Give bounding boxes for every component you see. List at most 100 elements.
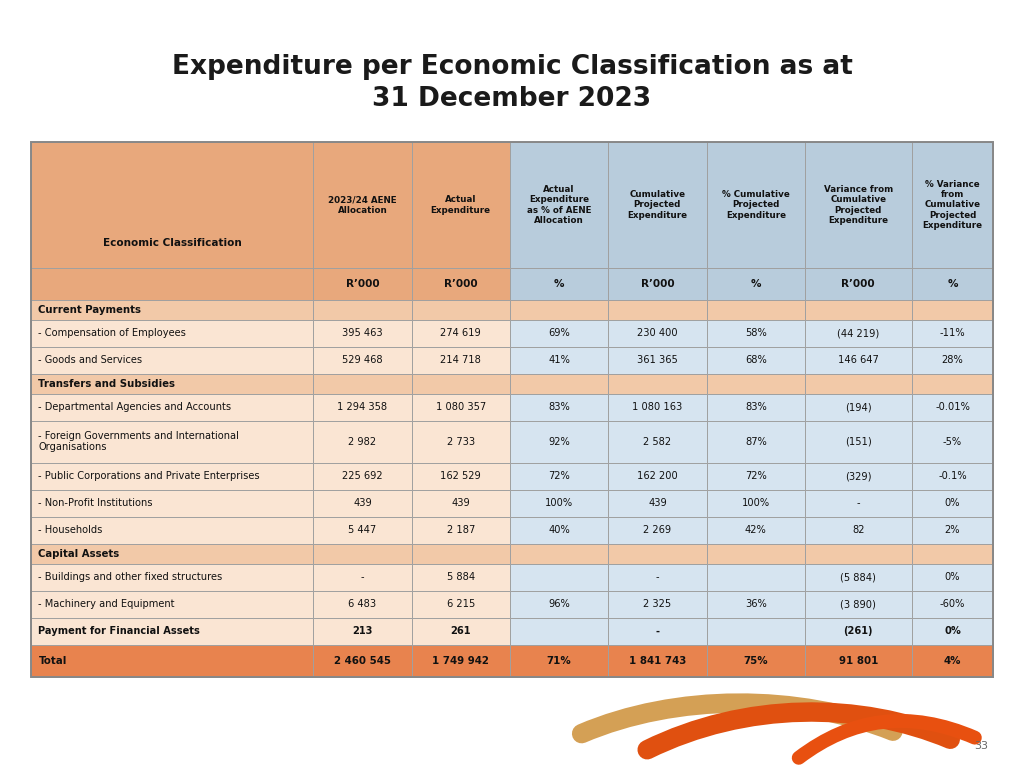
- Bar: [805, 645, 911, 677]
- Bar: [31, 591, 313, 617]
- Text: 214 718: 214 718: [440, 356, 481, 366]
- Text: Total: Total: [39, 656, 67, 666]
- Text: (329): (329): [845, 471, 871, 481]
- Bar: [31, 517, 313, 544]
- Bar: [805, 544, 911, 564]
- Bar: [313, 394, 412, 421]
- Bar: [608, 300, 707, 319]
- Text: % Variance
from
Cumulative
Projected
Expenditure: % Variance from Cumulative Projected Exp…: [923, 180, 982, 230]
- Text: 1 080 163: 1 080 163: [632, 402, 683, 412]
- Text: 1 294 358: 1 294 358: [337, 402, 387, 412]
- Bar: [412, 617, 510, 645]
- Bar: [805, 300, 911, 319]
- Text: % Cumulative
Projected
Expenditure: % Cumulative Projected Expenditure: [722, 190, 790, 220]
- Text: 146 647: 146 647: [838, 356, 879, 366]
- Bar: [707, 544, 805, 564]
- Bar: [510, 421, 608, 462]
- Bar: [805, 319, 911, 347]
- Bar: [707, 319, 805, 347]
- Text: -0.1%: -0.1%: [938, 471, 967, 481]
- Bar: [911, 489, 993, 517]
- Bar: [412, 374, 510, 394]
- Text: Actual
Expenditure
as % of AENE
Allocation: Actual Expenditure as % of AENE Allocati…: [526, 185, 591, 225]
- Bar: [31, 268, 313, 300]
- Bar: [608, 544, 707, 564]
- Bar: [911, 544, 993, 564]
- Bar: [510, 268, 608, 300]
- Bar: [608, 319, 707, 347]
- Bar: [707, 591, 805, 617]
- Bar: [911, 374, 993, 394]
- Bar: [31, 394, 313, 421]
- Text: 162 529: 162 529: [440, 471, 481, 481]
- Text: - Goods and Services: - Goods and Services: [39, 356, 142, 366]
- Bar: [805, 591, 911, 617]
- Text: - Machinery and Equipment: - Machinery and Equipment: [39, 599, 175, 609]
- Bar: [911, 517, 993, 544]
- Bar: [707, 489, 805, 517]
- Bar: [313, 591, 412, 617]
- Bar: [707, 142, 805, 268]
- Bar: [412, 394, 510, 421]
- Text: 213: 213: [352, 627, 373, 637]
- Bar: [707, 300, 805, 319]
- Text: 92%: 92%: [548, 437, 570, 447]
- Bar: [313, 517, 412, 544]
- Bar: [707, 517, 805, 544]
- Bar: [608, 394, 707, 421]
- Text: (5 884): (5 884): [841, 572, 877, 582]
- Text: Cumulative
Projected
Expenditure: Cumulative Projected Expenditure: [628, 190, 687, 220]
- Text: (3 890): (3 890): [841, 599, 877, 609]
- Text: 87%: 87%: [744, 437, 767, 447]
- Text: 100%: 100%: [741, 498, 770, 508]
- Text: -5%: -5%: [943, 437, 962, 447]
- Bar: [805, 394, 911, 421]
- Bar: [31, 617, 313, 645]
- Bar: [911, 300, 993, 319]
- Text: %: %: [554, 279, 564, 289]
- Text: %: %: [751, 279, 761, 289]
- Text: 439: 439: [452, 498, 470, 508]
- Text: 36%: 36%: [744, 599, 767, 609]
- Text: 0%: 0%: [945, 498, 961, 508]
- Text: Variance from
Cumulative
Projected
Expenditure: Variance from Cumulative Projected Expen…: [823, 185, 893, 225]
- Text: Transfers and Subsidies: Transfers and Subsidies: [39, 379, 175, 389]
- Bar: [412, 544, 510, 564]
- Bar: [911, 462, 993, 489]
- Text: Actual
Expenditure: Actual Expenditure: [431, 195, 490, 215]
- Bar: [911, 394, 993, 421]
- Text: 96%: 96%: [548, 599, 570, 609]
- Bar: [313, 319, 412, 347]
- Text: 72%: 72%: [744, 471, 767, 481]
- Text: 2 269: 2 269: [643, 525, 672, 535]
- Bar: [412, 319, 510, 347]
- Text: 2 733: 2 733: [446, 437, 475, 447]
- Bar: [31, 300, 313, 319]
- Text: 274 619: 274 619: [440, 329, 481, 339]
- Bar: [313, 617, 412, 645]
- Text: 1 080 357: 1 080 357: [435, 402, 485, 412]
- Bar: [707, 462, 805, 489]
- Bar: [608, 617, 707, 645]
- Text: 2023/24 AENE
Allocation: 2023/24 AENE Allocation: [328, 195, 396, 215]
- Bar: [31, 489, 313, 517]
- Bar: [805, 142, 911, 268]
- Bar: [805, 489, 911, 517]
- Text: 91 801: 91 801: [839, 656, 878, 666]
- Bar: [510, 544, 608, 564]
- Bar: [31, 421, 313, 462]
- Text: 230 400: 230 400: [637, 329, 678, 339]
- Bar: [412, 421, 510, 462]
- Bar: [31, 462, 313, 489]
- Bar: [510, 489, 608, 517]
- Bar: [510, 142, 608, 268]
- Text: 439: 439: [648, 498, 667, 508]
- Text: 1 749 942: 1 749 942: [432, 656, 489, 666]
- Bar: [313, 268, 412, 300]
- Bar: [805, 421, 911, 462]
- Text: 83%: 83%: [744, 402, 767, 412]
- Bar: [707, 374, 805, 394]
- Bar: [911, 421, 993, 462]
- Bar: [707, 268, 805, 300]
- Bar: [412, 347, 510, 374]
